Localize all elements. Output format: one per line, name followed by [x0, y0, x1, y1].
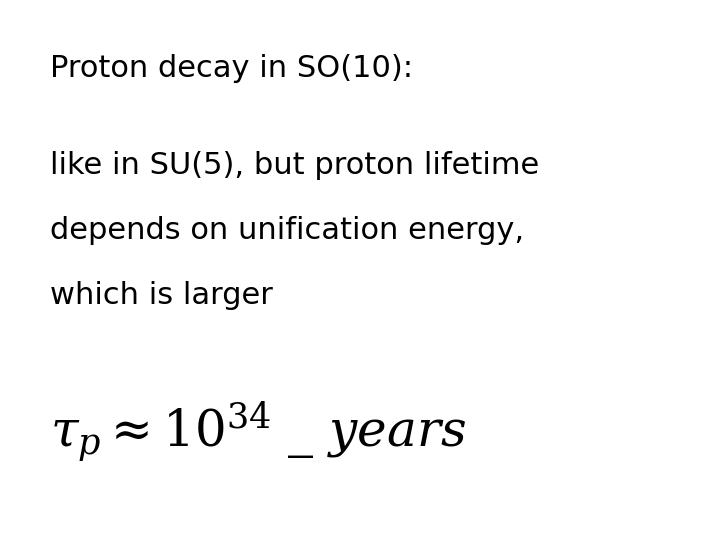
- Text: $\tau_{p} \approx 10^{34}\ \_\ \mathit{years}$: $\tau_{p} \approx 10^{34}\ \_\ \mathit{y…: [50, 400, 467, 463]
- Text: like in SU(5), but proton lifetime: like in SU(5), but proton lifetime: [50, 151, 540, 180]
- Text: Proton decay in SO(10):: Proton decay in SO(10):: [50, 54, 413, 83]
- Text: depends on unification energy,: depends on unification energy,: [50, 216, 525, 245]
- Text: which is larger: which is larger: [50, 281, 274, 310]
